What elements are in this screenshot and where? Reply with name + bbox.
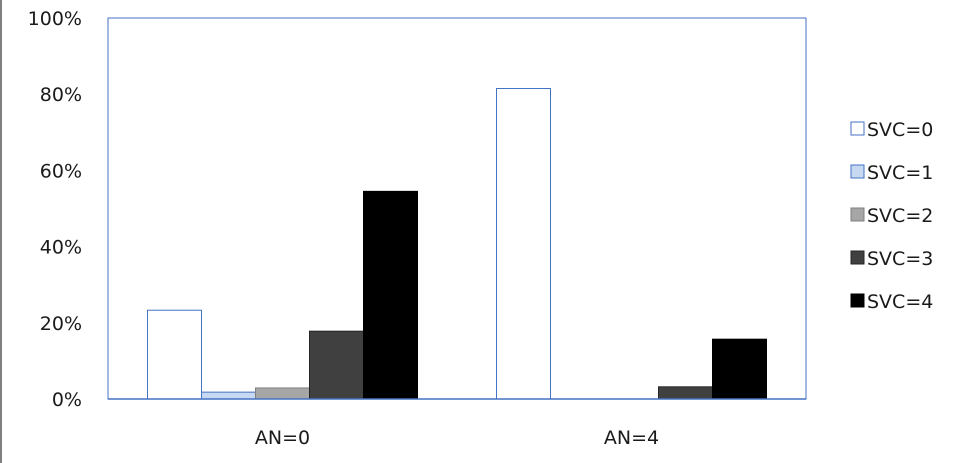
legend-swatch bbox=[850, 164, 865, 179]
y-tick-label: 40% bbox=[40, 237, 82, 259]
legend-swatch bbox=[850, 121, 865, 136]
x-category-label: AN=0 bbox=[255, 427, 310, 449]
legend-label: SVC=4 bbox=[867, 291, 933, 313]
y-tick-label: 80% bbox=[40, 84, 82, 106]
bar-svc4-an0 bbox=[363, 190, 418, 400]
bar-svc1-an0 bbox=[201, 391, 256, 400]
y-tick-label: 20% bbox=[40, 313, 82, 335]
y-tick-label: 100% bbox=[28, 8, 82, 30]
bar-svc3-an0 bbox=[309, 330, 364, 400]
x-axis-category-labels: AN=0 AN=4 bbox=[255, 427, 659, 449]
y-tick-label: 60% bbox=[40, 160, 82, 182]
legend-swatch bbox=[850, 293, 865, 308]
bars bbox=[147, 87, 767, 400]
bar-svc0-an0 bbox=[147, 309, 202, 400]
bar-svc3-an4 bbox=[658, 386, 713, 400]
y-tick-label: 0% bbox=[52, 389, 82, 411]
plot-area bbox=[107, 17, 807, 400]
bar-svc4-an4 bbox=[712, 338, 767, 400]
legend-label: SVC=3 bbox=[867, 248, 933, 270]
legend-swatch bbox=[850, 207, 865, 222]
bar-svc0-an4 bbox=[496, 87, 551, 400]
legend-label: SVC=2 bbox=[867, 205, 933, 227]
x-category-label: AN=4 bbox=[604, 427, 659, 449]
bar-svc2-an0 bbox=[255, 387, 310, 400]
legend: SVC=0 SVC=1 SVC=2 SVC=3 SVC=4 bbox=[850, 119, 933, 313]
legend-swatch bbox=[850, 250, 865, 265]
legend-label: SVC=1 bbox=[867, 162, 933, 184]
y-axis-tick-labels: 0% 20% 40% 60% 80% 100% bbox=[28, 8, 82, 411]
legend-label: SVC=0 bbox=[867, 119, 933, 141]
